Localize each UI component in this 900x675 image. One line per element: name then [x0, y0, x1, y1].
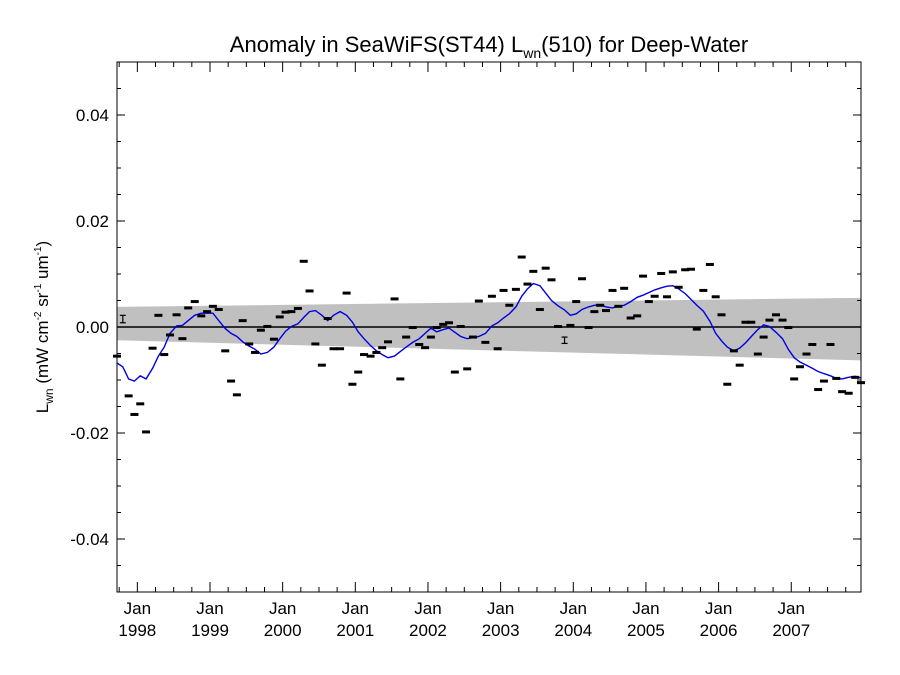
chart-title-suffix: (510) for Deep-Water	[541, 32, 748, 57]
y-axis-label-main-subscript: wn	[42, 388, 56, 404]
chart-title: Anomaly in SeaWiFS(ST44) Lwn(510) for De…	[230, 32, 748, 61]
x-tick-year-label: 2007	[772, 621, 810, 640]
y-axis-label-main: L	[33, 404, 52, 413]
x-tick-month-label: Jan	[269, 599, 296, 618]
y-tick-label: 0.04	[76, 106, 109, 125]
y-tick-label: 0.00	[76, 318, 109, 337]
x-tick-year-label: 2003	[482, 621, 520, 640]
y-axis-label-close: )	[33, 241, 52, 247]
x-tick-month-label: Jan	[342, 599, 369, 618]
chart-title-prefix: Anomaly in SeaWiFS(ST44) L	[230, 32, 523, 57]
x-tick-month-label: Jan	[705, 599, 732, 618]
x-tick-month-label: Jan	[632, 599, 659, 618]
x-tick-year-label: 2001	[336, 621, 374, 640]
y-tick-label: -0.04	[70, 530, 109, 549]
x-tick-year-label: 2005	[627, 621, 665, 640]
chart-title-subscript: wn	[522, 45, 541, 61]
x-tick-year-label: 2006	[700, 621, 738, 640]
x-tick-month-label: Jan	[196, 599, 223, 618]
plot-frame	[116, 61, 862, 593]
y-axis-label-exp2: -1	[33, 283, 44, 292]
y-axis-label-open: (mW cm	[33, 320, 52, 388]
y-axis-label-unit: um	[33, 255, 52, 283]
y-axis-label: Lwn (mW cm-2 sr-1 um-1)	[33, 241, 56, 413]
y-axis-label-exp1: -2	[33, 311, 44, 320]
x-tick-month-label: Jan	[487, 599, 514, 618]
x-tick-month-label: Jan	[414, 599, 441, 618]
y-axis-label-mid: sr	[33, 292, 52, 311]
x-tick-month-label: Jan	[778, 599, 805, 618]
x-tick-year-label: 1999	[191, 621, 229, 640]
x-tick-year-label: 2002	[409, 621, 447, 640]
axis-ticks-layer: 0.04 0.02 0.00 -0.02 -0.04 Jan 1998 Jan 1999 Jan 2…	[70, 61, 861, 640]
x-tick-year-label: 2004	[554, 621, 592, 640]
x-tick-month-label: Jan	[560, 599, 587, 618]
y-tick-label: 0.02	[76, 212, 109, 231]
x-tick-year-label: 1998	[118, 621, 156, 640]
x-tick-year-label: 2000	[264, 621, 302, 640]
x-tick-month-label: Jan	[124, 599, 151, 618]
y-tick-label: -0.02	[70, 424, 109, 443]
y-axis-label-exp3: -1	[33, 246, 44, 255]
data-points-layer	[113, 255, 865, 434]
